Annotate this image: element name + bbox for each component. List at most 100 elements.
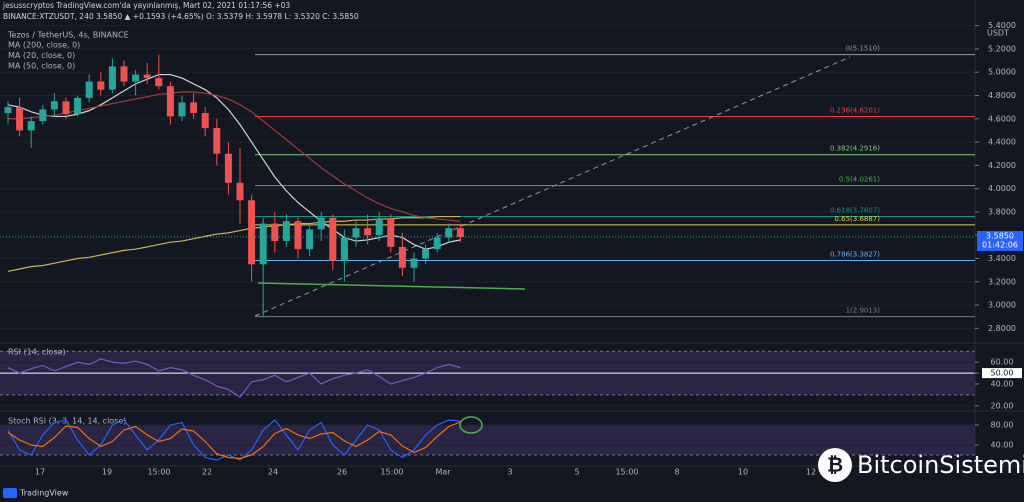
- candle-body: [85, 81, 93, 98]
- candle-body: [62, 101, 70, 115]
- candle-body: [4, 107, 12, 113]
- candle-body: [108, 66, 116, 90]
- candle-body: [375, 218, 383, 236]
- x-tick-label: 15:00: [380, 468, 403, 477]
- legend-entry: MA (200, close, 0): [8, 41, 80, 50]
- symbol-line: BINANCE:XTZUSDT, 240 3.5850 ▲ +0.1593 (+…: [3, 12, 359, 21]
- fib-label: 0.65(3.6887): [834, 215, 880, 223]
- candle-body: [50, 101, 58, 110]
- candle-body: [398, 246, 406, 268]
- fib-label: 1(2.9013): [846, 307, 881, 315]
- candle-body: [387, 218, 395, 247]
- fib-label: 0.236(4.6201): [830, 106, 880, 114]
- y-tick-label: 5.0000: [988, 68, 1016, 77]
- candle-body: [39, 109, 47, 122]
- candle-body: [422, 249, 430, 259]
- x-tick-label: 15:00: [615, 468, 638, 477]
- fib-label: 0.786(3.3827): [830, 251, 880, 259]
- series-line: [7, 215, 461, 272]
- last-price: 3.5850: [986, 231, 1014, 240]
- watermark-logo: [818, 448, 852, 482]
- x-tick-label: 22: [202, 468, 212, 477]
- candle-body: [340, 237, 348, 261]
- y-tick-label: 3.0000: [988, 301, 1016, 310]
- candle-body: [445, 228, 453, 238]
- y-tick-label: 2.8000: [988, 324, 1016, 333]
- x-tick-label: 24: [268, 468, 278, 477]
- y-tick-label: 3.8000: [988, 207, 1016, 216]
- trend-line: [257, 282, 526, 290]
- candle-body: [364, 228, 372, 236]
- x-tick-label: 3: [507, 468, 512, 477]
- brand: TradingView: [19, 489, 69, 498]
- candle-body: [155, 78, 163, 87]
- candle-body: [16, 107, 24, 131]
- candle-body: [201, 112, 209, 129]
- candle-body: [178, 102, 186, 117]
- candle-body: [97, 81, 105, 90]
- tv-logo: [3, 488, 17, 498]
- fib-label: 0(5.1510): [846, 45, 881, 53]
- candle-body: [259, 223, 267, 265]
- candle-body: [271, 223, 279, 242]
- candle-body: [456, 228, 464, 237]
- fib-label: 0.618(3.7607): [830, 207, 880, 215]
- candle-body: [224, 153, 232, 183]
- highlight-circle: [459, 416, 483, 434]
- legend-entry: MA (20, close, 0): [8, 51, 75, 60]
- candle-body: [282, 221, 290, 242]
- y-tick-label: 4.8000: [988, 91, 1016, 100]
- x-tick-label: 15:00: [147, 468, 170, 477]
- x-tick-label: Mar: [435, 468, 451, 477]
- x-tick-label: 17: [35, 468, 45, 477]
- y-tick-label: 3.4000: [988, 254, 1016, 263]
- y-tick-label: 4.6000: [988, 114, 1016, 123]
- candle-body: [410, 258, 418, 268]
- series-line: [7, 421, 461, 460]
- y-tick-label: 40.00: [991, 441, 1014, 450]
- watermark: BitcoinSistemi: [857, 451, 1024, 479]
- candle-body: [294, 221, 302, 250]
- candle-body: [352, 228, 360, 238]
- countdown: 01:42:06: [982, 240, 1018, 249]
- y-tick-label: 50.00: [991, 369, 1014, 378]
- candle-body: [27, 121, 35, 131]
- candle-body: [248, 200, 256, 265]
- candle-body: [213, 128, 221, 154]
- candle-body: [132, 74, 140, 82]
- rsi-title: RSI (14, close): [8, 348, 66, 357]
- x-tick-label: 26: [337, 468, 347, 477]
- chart-title: Tezos / TetherUS, 4s, BINANCE: [7, 31, 129, 40]
- series-line: [7, 73, 461, 250]
- candle-body: [74, 97, 82, 115]
- unit-label: USDT: [987, 29, 1009, 38]
- x-tick-label: 12: [806, 468, 816, 477]
- candle-body: [236, 182, 244, 201]
- candle-body: [166, 86, 174, 117]
- fib-label: 0.382(4.2916): [830, 145, 880, 153]
- x-tick-label: 10: [738, 468, 748, 477]
- y-tick-label: 20.00: [991, 401, 1014, 410]
- series-line: [7, 358, 461, 398]
- candle-body: [143, 74, 151, 79]
- x-tick-label: 5: [574, 468, 579, 477]
- candle-body: [306, 229, 314, 250]
- y-tick-label: 3.2000: [988, 277, 1016, 286]
- candle-body: [433, 237, 441, 250]
- x-tick-label: 19: [102, 468, 112, 477]
- published-line: jesusscryptos TradingView.com'da yayınla…: [2, 1, 290, 10]
- legend-entry: MA (50, close, 0): [8, 62, 75, 71]
- candle-body: [329, 217, 337, 261]
- fib-label: 0.5(4.0261): [839, 176, 880, 184]
- series-line: [8, 91, 461, 222]
- level-box: [982, 368, 1022, 379]
- x-tick-label: 8: [674, 468, 679, 477]
- candle-body: [190, 102, 198, 113]
- y-tick-label: 5.2000: [988, 44, 1016, 53]
- y-tick-label: 4.2000: [988, 161, 1016, 170]
- y-tick-label: 40.00: [991, 380, 1014, 389]
- candle-body: [120, 66, 128, 82]
- fib-trend-line: [254, 56, 851, 317]
- candle-body: [317, 217, 325, 230]
